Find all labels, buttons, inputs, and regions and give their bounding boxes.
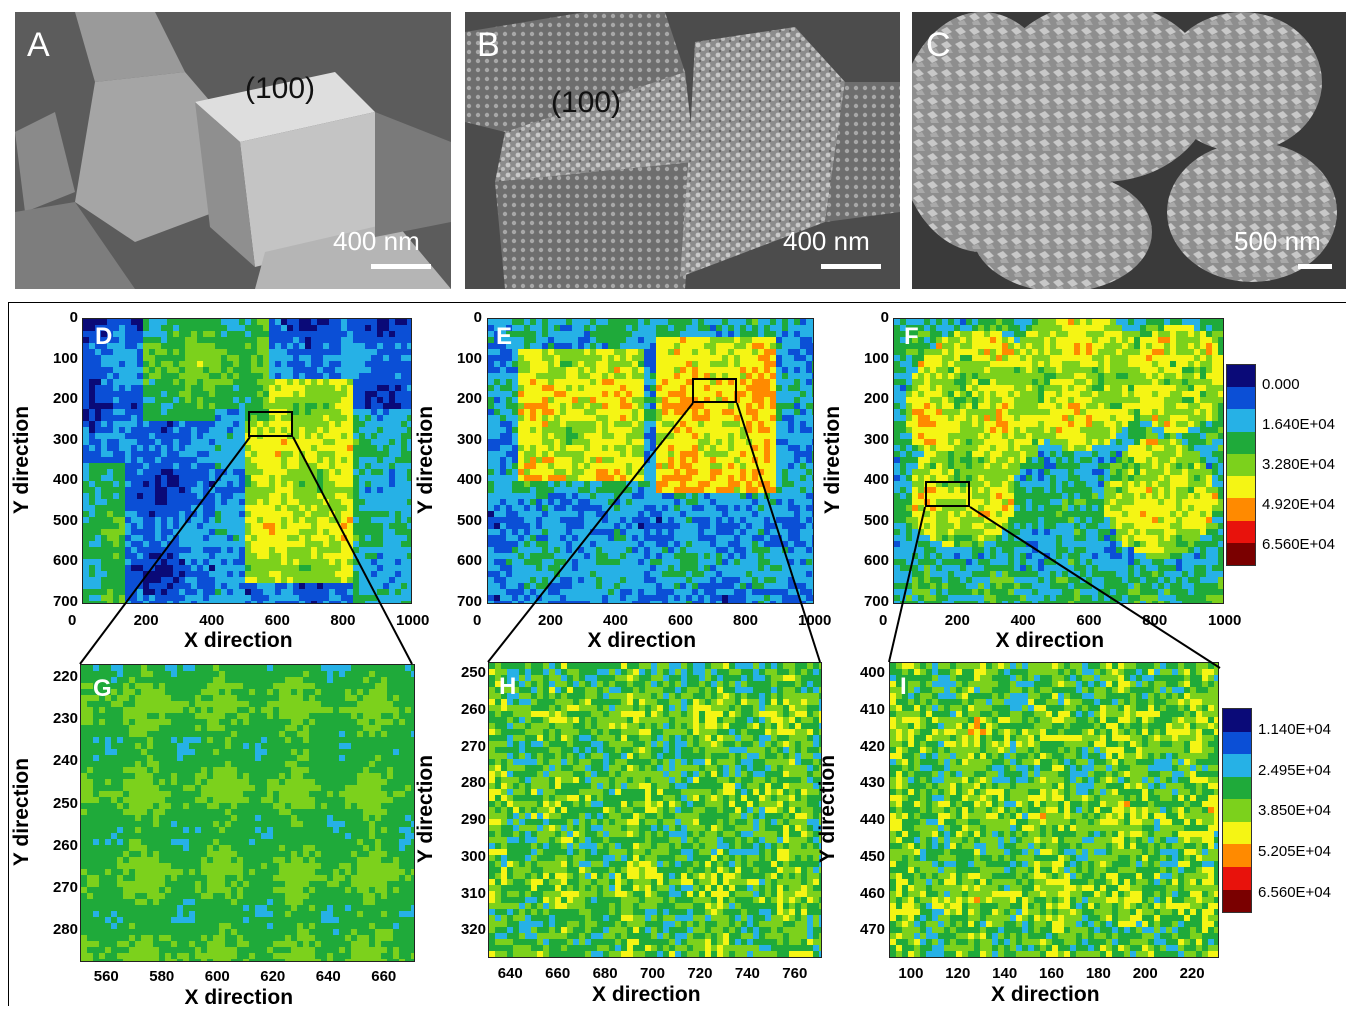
legend-swatch bbox=[1223, 822, 1251, 845]
connector-f-i-right bbox=[970, 507, 1220, 668]
legend-swatch bbox=[1223, 844, 1251, 867]
legend-bottom-label-1: 2.495E+04 bbox=[1258, 762, 1331, 779]
legend-swatch bbox=[1227, 476, 1255, 498]
legend-swatch bbox=[1227, 432, 1255, 454]
legend-swatch bbox=[1223, 890, 1251, 913]
connector-e-h-left bbox=[488, 403, 693, 662]
legend-swatch bbox=[1227, 543, 1255, 565]
legend-bottom-label-3: 5.205E+04 bbox=[1258, 843, 1331, 860]
legend-swatch bbox=[1227, 521, 1255, 543]
connector-d-g-right bbox=[293, 437, 412, 664]
legend-swatch bbox=[1223, 732, 1251, 755]
legend-swatch bbox=[1223, 709, 1251, 732]
connector-d-g-left bbox=[80, 437, 250, 664]
legend-bottom bbox=[1222, 708, 1252, 913]
legend-swatch bbox=[1227, 365, 1255, 387]
legend-top-label-1: 1.640E+04 bbox=[1262, 416, 1335, 433]
legend-top-label-2: 3.280E+04 bbox=[1262, 456, 1335, 473]
legend-swatch bbox=[1227, 409, 1255, 431]
connector-e-h-right bbox=[737, 403, 820, 662]
legend-bottom-label-4: 6.560E+04 bbox=[1258, 884, 1331, 901]
legend-bottom-label-2: 3.850E+04 bbox=[1258, 802, 1331, 819]
legend-swatch bbox=[1223, 754, 1251, 777]
legend-swatch bbox=[1227, 498, 1255, 520]
legend-top-label-3: 4.920E+04 bbox=[1262, 496, 1335, 513]
legend-top bbox=[1226, 364, 1256, 566]
legend-top-label-4: 6.560E+04 bbox=[1262, 536, 1335, 553]
legend-swatch bbox=[1223, 777, 1251, 800]
legend-swatch bbox=[1227, 454, 1255, 476]
legend-swatch bbox=[1223, 867, 1251, 890]
connector-f-i-left bbox=[889, 507, 925, 662]
legend-swatch bbox=[1223, 799, 1251, 822]
legend-swatch bbox=[1227, 387, 1255, 409]
legend-top-label-0: 0.000 bbox=[1262, 376, 1300, 393]
legend-bottom-label-0: 1.140E+04 bbox=[1258, 721, 1331, 738]
